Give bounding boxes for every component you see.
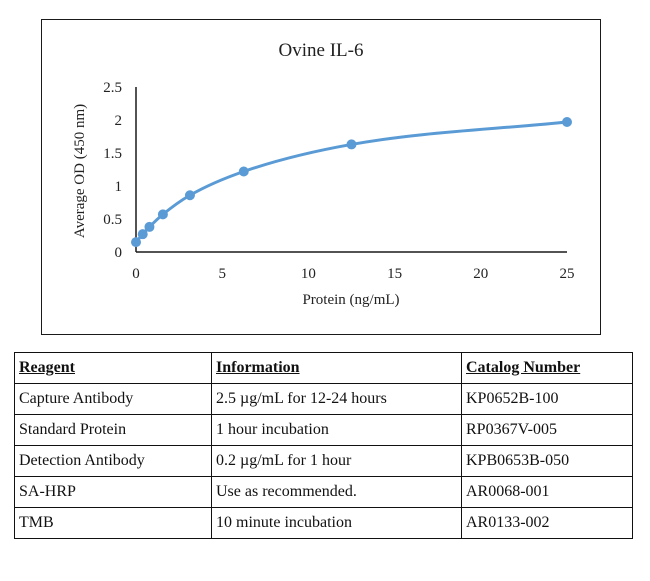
reagent-cell: TMB (14, 507, 212, 539)
header-reagent: Reagent (14, 352, 212, 384)
information-cell: 1 hour incubation (211, 414, 462, 446)
data-point (144, 221, 155, 232)
information-cell: 0.2 µg/mL for 1 hour (211, 445, 462, 477)
table-row: Detection Antibody 0.2 µg/mL for 1 hour … (14, 445, 633, 477)
y-tick-label: 0 (115, 245, 123, 261)
y-tick-label: 2.5 (103, 80, 122, 96)
data-point (157, 209, 168, 220)
information-cell: Use as recommended. (211, 476, 462, 508)
data-point (137, 229, 148, 240)
table-header-row: Reagent Information Catalog Number (14, 352, 633, 384)
reagent-cell: Capture Antibody (14, 383, 212, 415)
x-tick-labels: 0 5 10 15 20 25 (132, 266, 574, 282)
header-catalog-number: Catalog Number (461, 352, 633, 384)
reagent-cell: Standard Protein (14, 414, 212, 446)
table-row: SA-HRP Use as recommended. AR0068-001 (14, 476, 633, 508)
catalog-number-cell: RP0367V-005 (461, 414, 633, 446)
data-points (131, 116, 572, 248)
catalog-number-cell: KPB0653B-050 (461, 445, 633, 477)
table-row: Capture Antibody 2.5 µg/mL for 12-24 hou… (14, 383, 633, 415)
chart-frame (41, 19, 601, 335)
y-axis-title: Average OD (450 nm) (72, 104, 88, 238)
y-tick-labels: 0 0.5 1 1.5 2 2.5 (103, 80, 122, 261)
reagent-table: Reagent Information Catalog Number Captu… (14, 352, 633, 539)
x-tick-label: 5 (218, 266, 226, 282)
x-tick-label: 15 (387, 266, 402, 282)
catalog-number-cell: AR0068-001 (461, 476, 633, 508)
y-tick-label: 2 (115, 113, 123, 129)
table-row: Standard Protein 1 hour incubation RP036… (14, 414, 633, 446)
information-cell: 10 minute incubation (211, 507, 462, 539)
reagent-cell: SA-HRP (14, 476, 212, 508)
table-row: TMB 10 minute incubation AR0133-002 (14, 507, 633, 539)
standard-curve-chart: Ovine IL-6 0 0.5 1 1.5 2 2.5 0 5 10 15 20 25 Prote… (72, 40, 575, 308)
header-information: Information (211, 352, 462, 384)
data-point (184, 190, 195, 201)
y-tick-label: 0.5 (103, 212, 122, 228)
y-tick-label: 1 (115, 179, 123, 195)
x-axis-title: Protein (ng/mL) (302, 292, 399, 308)
x-tick-label: 20 (473, 266, 488, 282)
catalog-number-cell: AR0133-002 (461, 507, 633, 539)
x-tick-label: 10 (301, 266, 316, 282)
data-point (346, 139, 357, 150)
x-tick-label: 25 (560, 266, 575, 282)
reagent-cell: Detection Antibody (14, 445, 212, 477)
information-cell: 2.5 µg/mL for 12-24 hours (211, 383, 462, 415)
x-tick-label: 0 (132, 266, 140, 282)
data-point (131, 237, 141, 248)
data-point (562, 116, 572, 127)
y-tick-label: 1.5 (103, 146, 122, 162)
catalog-number-cell: KP0652B-100 (461, 383, 633, 415)
axes (135, 87, 567, 253)
data-point (238, 166, 249, 177)
chart-title: Ovine IL-6 (279, 40, 364, 61)
